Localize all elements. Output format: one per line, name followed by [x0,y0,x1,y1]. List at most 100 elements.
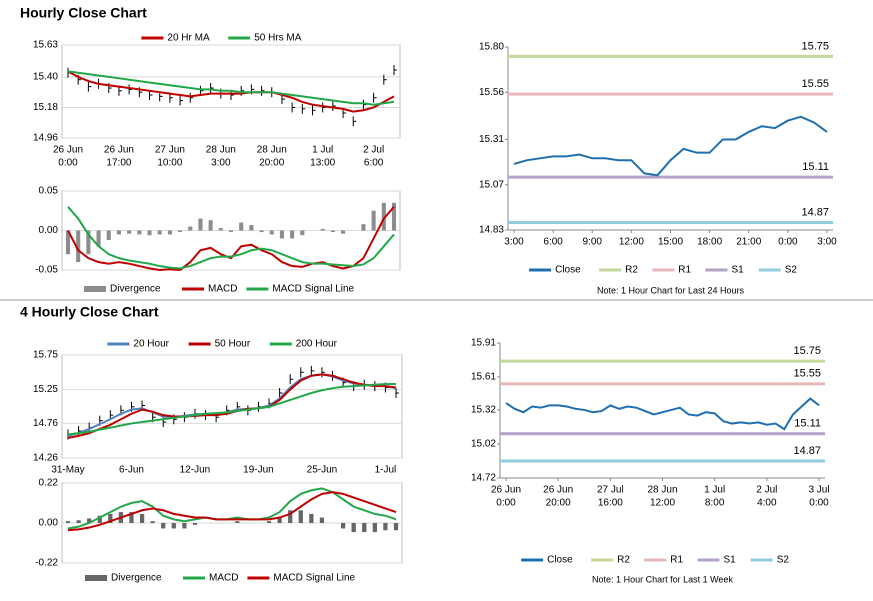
x-tick-label: 20:00 [546,498,571,509]
y-tick-label: 15.02 [471,439,496,450]
legend-label: R1 [670,555,683,566]
divergence-bar [269,230,274,235]
divergence-bar [340,523,346,529]
series-line [67,373,397,439]
divergence-bar [137,230,142,235]
divergence-bar [161,523,166,529]
y-tick-label: 14.72 [471,473,496,484]
divergence-bar [65,230,71,255]
y-tick-label: 15.61 [471,372,496,383]
x-tick-label: 26 Jun [543,485,573,496]
legend-label: R2 [625,265,638,276]
divergence-bar [361,224,366,231]
series-line [67,491,397,532]
divergence-bar [157,230,162,235]
x-tick-label: 16:00 [598,498,623,509]
series-line [67,206,395,270]
y-tick-label: 15.07 [479,179,504,190]
divergence-bar [96,230,101,247]
x-tick-label: 1-Jul [375,465,397,476]
pivot-label: 15.55 [801,78,829,90]
x-tick-label: 18:00 [697,237,722,248]
series-line [513,115,828,177]
divergence-bar [371,210,376,231]
x-tick-label: 12:00 [619,237,644,248]
divergence-bar [76,230,81,263]
x-tick-label: 19-Jun [243,465,274,476]
x-tick-label: 4:00 [757,498,777,509]
x-tick-label: 0:00 [809,498,829,509]
y-tick-label: 15.25 [33,384,58,395]
divergence-bar [228,230,234,233]
legend-label: S2 [777,555,790,566]
series-line [67,206,395,272]
legend-label: S2 [785,265,798,276]
divergence-bar [300,230,305,236]
divergence-bar [150,521,155,523]
divergence-bar [198,218,203,231]
x-tick-label: 6:00 [364,158,384,169]
x-tick-label: 25-Jun [307,465,338,476]
y-tick-label: 14.83 [479,225,504,236]
divergence-bar [218,228,223,231]
pivot-label: 15.11 [802,161,829,173]
legend-label: 20 Hour [133,339,169,350]
divergence-bar [381,202,386,231]
divergence-bar [192,523,198,525]
y-tick-label: 14.26 [33,453,58,464]
series-line [505,397,820,431]
pivot-label: 15.75 [801,40,829,52]
x-tick-label: 12-Jun [180,465,211,476]
x-tick-label: 2 Jul [756,485,777,496]
x-tick-label: 3 Jul [808,485,829,496]
x-tick-label: 8:00 [705,498,725,509]
section-title: Hourly Close Chart [20,5,147,21]
x-tick-label: 13:00 [310,158,335,169]
pivot-label: 15.55 [793,368,821,380]
series-line [67,383,396,436]
x-tick-label: 17:00 [106,158,131,169]
y-tick-label: -0.05 [35,265,58,276]
x-tick-label: 3:00 [211,158,231,169]
divergence-bar [391,202,397,231]
x-tick-label: 27 Jul [597,485,624,496]
series-line [67,70,395,113]
x-tick-label: 26 Jun [53,145,83,156]
y-tick-label: 15.91 [471,338,496,349]
divergence-bar [383,523,388,531]
x-tick-label: 21:00 [736,237,761,248]
y-tick-label: 15.80 [479,42,504,53]
y-tick-label: 15.40 [33,72,58,83]
divergence-bar [290,230,295,239]
divergence-bar [372,523,377,533]
legend-label: Divergence [111,573,162,584]
divergence-bar [147,230,152,236]
x-tick-label: 2 Jul [363,145,384,156]
divergence-bar [167,230,172,235]
x-tick-label: 15:00 [658,237,683,248]
y-tick-label: 15.63 [33,40,58,51]
legend-label: MACD Signal Line [273,573,355,584]
y-tick-label: 0.00 [39,225,59,236]
legend-label: MACD [209,573,238,584]
divergence-bar [86,230,91,255]
divergence-bar [298,510,303,523]
divergence-bar [239,222,244,231]
legend-label: S1 [724,555,737,566]
legend-label: MACD Signal Line [272,284,354,295]
divergence-bar [351,523,356,533]
divergence-bar [330,230,335,233]
y-tick-label: -0.22 [35,558,58,569]
pivot-label: 15.11 [794,418,821,430]
x-tick-label: 26 Jun [491,485,521,496]
divergence-bar [188,226,193,231]
divergence-bar [108,513,113,523]
y-tick-label: 0.05 [39,186,59,197]
divergence-bar [65,521,71,523]
y-tick-label: 15.32 [471,405,496,416]
legend-swatch [84,286,106,292]
legend-label: Close [547,555,573,566]
chart-note: Note: 1 Hour Chart for Last 1 Week [592,574,733,584]
y-tick-label: 0.22 [39,478,59,489]
